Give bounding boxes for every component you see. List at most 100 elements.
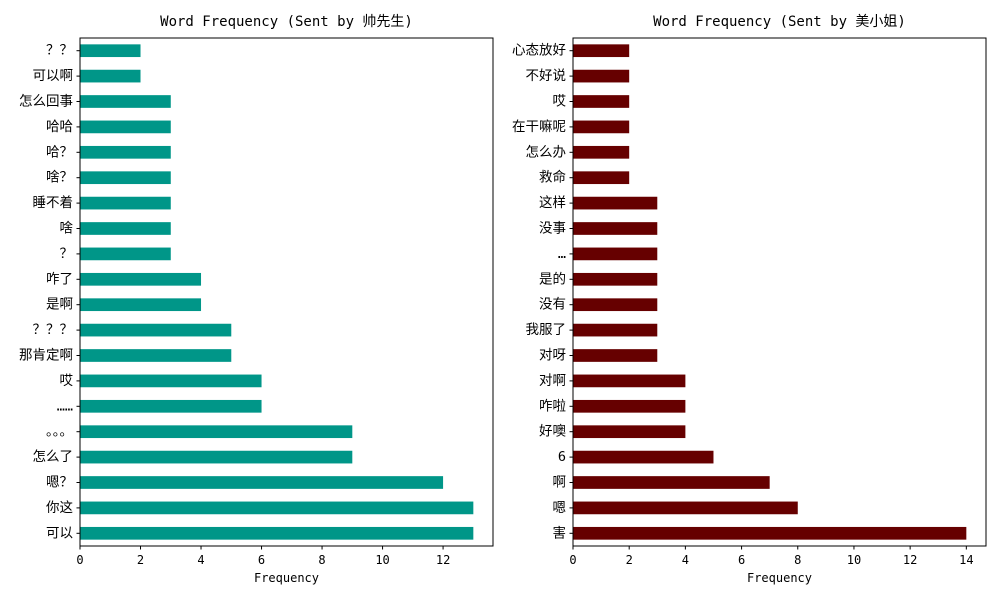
bar [80, 120, 171, 134]
y-tick-label: … [558, 246, 566, 262]
bar [80, 425, 353, 439]
y-tick-label: 我服了 [526, 322, 567, 338]
y-tick-label: 睡不着 [33, 194, 74, 211]
bar [573, 399, 686, 413]
y-tick-label: 哎 [60, 373, 74, 389]
y-tick-label: 啥 [60, 221, 74, 237]
y-tick-label: 6 [558, 449, 566, 465]
y-tick-label: 这样 [539, 194, 566, 211]
axes-frame [79, 37, 494, 547]
bar [80, 247, 171, 261]
axes-frame [572, 37, 987, 547]
bar [80, 349, 232, 362]
bar [573, 298, 658, 312]
y-axis: 可以 你这 嗯？ 怎么了 。。。 …… 哎 那肯定啊 ？？？ 是啊 咋了 ？ 啥 睡不着 啥？ 哈？ 哈哈 怎么回… [19, 43, 80, 541]
x-tick-label: 6 [738, 553, 745, 567]
bar [573, 120, 630, 134]
bar [573, 95, 630, 108]
y-tick-label: 没事 [539, 221, 566, 237]
x-tick-label: 12 [903, 553, 917, 567]
bar [80, 399, 262, 413]
y-tick-label: 不好说 [526, 68, 567, 84]
x-tick-label: 4 [197, 553, 204, 567]
bar [573, 476, 770, 489]
x-tick-label: 2 [626, 553, 633, 567]
y-tick-label: 是的 [539, 271, 566, 287]
word-frequency-chart-left: 可以 你这 嗯？ 怎么了 。。。 …… 哎 那肯定啊 ？？？ 是啊 咋了 ？ 啥 睡不着 啥？ 哈？ 哈哈 怎么回… [19, 14, 494, 585]
y-tick-label: ？？ [46, 43, 73, 59]
bar [80, 196, 171, 210]
bar [573, 526, 967, 540]
y-tick-label: 哎 [553, 94, 567, 110]
x-tick-label: 6 [258, 553, 265, 567]
y-tick-label: …… [57, 398, 73, 414]
bar-group [573, 44, 967, 540]
bar [573, 196, 658, 210]
x-axis-label: Frequency [747, 571, 812, 585]
bar [573, 44, 630, 58]
bar [80, 171, 171, 185]
x-axis-label: Frequency [254, 571, 319, 585]
x-tick-label: 10 [375, 553, 389, 567]
y-tick-label: 怎么回事 [19, 94, 73, 110]
x-tick-label: 4 [682, 553, 689, 567]
y-tick-label: 嗯？ [46, 475, 73, 491]
y-tick-label: 咋啦 [539, 398, 566, 414]
bar [573, 349, 658, 362]
bar [80, 450, 353, 464]
y-tick-label: 对呀 [539, 348, 566, 364]
bar [80, 476, 444, 489]
bar [573, 323, 658, 337]
bar [573, 425, 686, 439]
bar [573, 272, 658, 286]
x-tick-label: 10 [847, 553, 861, 567]
y-tick-label: 害 [553, 525, 567, 541]
x-axis: 0 2 4 6 8 10 12 14 [569, 546, 974, 567]
bar [80, 272, 202, 286]
y-tick-label: ？ [60, 246, 74, 262]
bar [80, 95, 171, 108]
y-axis: 害嗯啊 6 好噢 咋啦 对啊 对呀 我服了 没有 是的 … 没事 这样 救命 怎么办 在干嘛呢 哎 不好说 心态放… [512, 43, 573, 541]
word-frequency-chart-right: 害嗯啊 6 好噢 咋啦 对啊 对呀 我服了 没有 是的 … 没事 这样 救命 怎么办 在干嘛呢 哎 不好说 心态放… [512, 14, 987, 585]
y-tick-label: 是啊 [46, 297, 73, 313]
x-tick-label: 14 [959, 553, 973, 567]
y-tick-label: 怎么了 [33, 449, 74, 465]
x-tick-label: 2 [137, 553, 144, 567]
bar [573, 450, 714, 464]
y-tick-label: 啥？ [46, 170, 73, 186]
bar [573, 171, 630, 185]
x-tick-label: 8 [318, 553, 325, 567]
y-tick-label: 在干嘛呢 [512, 119, 566, 135]
y-tick-label: 心态放好 [512, 43, 566, 59]
x-tick-label: 8 [794, 553, 801, 567]
bar [573, 247, 658, 261]
bar [573, 145, 630, 159]
y-tick-label: 没有 [539, 297, 566, 313]
chart-title: Word Frequency (Sent by 帅先生) [160, 14, 413, 30]
y-tick-label: 救命 [539, 169, 567, 186]
x-tick-label: 0 [569, 553, 576, 567]
x-tick-label: 0 [76, 553, 83, 567]
bar [80, 298, 202, 312]
y-tick-label: 嗯 [553, 500, 567, 516]
bar-group [80, 44, 474, 540]
y-tick-label: 咋了 [46, 271, 73, 287]
bar [573, 222, 658, 235]
y-tick-label: ？？？ [33, 322, 74, 338]
y-tick-label: 可以啊 [33, 68, 74, 84]
chart-title: Word Frequency (Sent by 美小姐) [653, 14, 906, 30]
bar [80, 526, 474, 540]
y-tick-label: 可以 [46, 525, 73, 541]
bar [573, 501, 798, 515]
y-tick-label: 哈？ [46, 144, 73, 160]
bar [80, 145, 171, 159]
y-tick-label: 那肯定啊 [19, 348, 73, 364]
bar [80, 222, 171, 235]
bar [80, 44, 141, 58]
x-tick-label: 12 [436, 553, 450, 567]
bar [80, 69, 141, 83]
bar [80, 374, 262, 388]
x-axis: 0 2 4 6 8 10 12 [76, 546, 450, 567]
y-tick-label: 好噢 [539, 424, 567, 440]
